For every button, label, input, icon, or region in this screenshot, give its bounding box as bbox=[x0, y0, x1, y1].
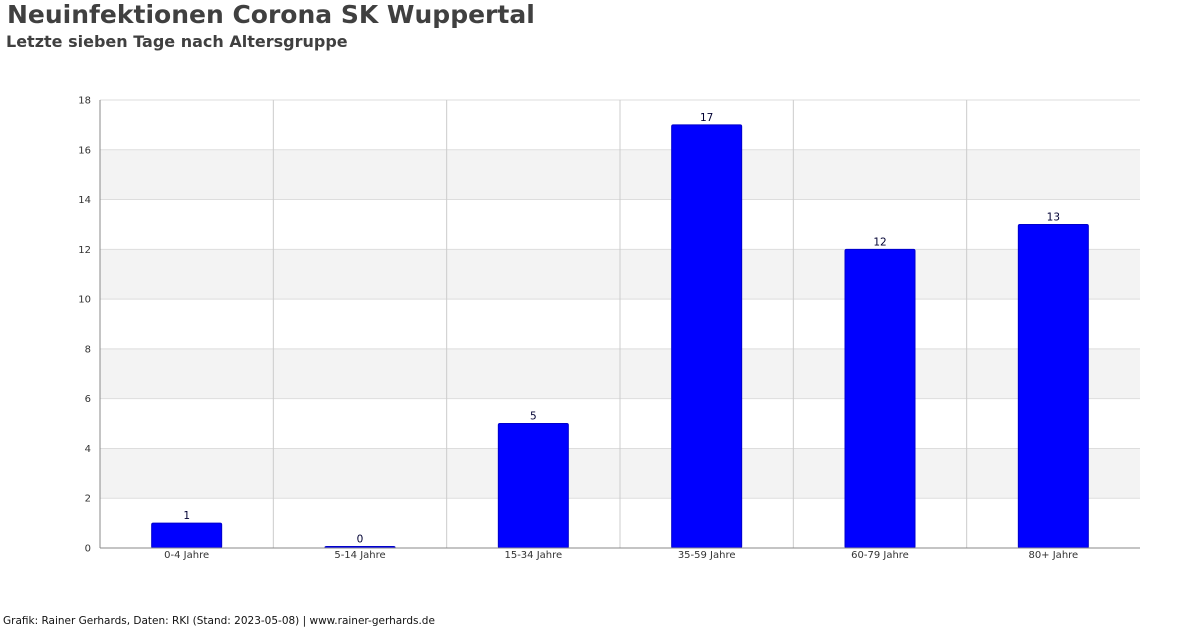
y-tick-label: 6 bbox=[85, 394, 91, 405]
x-tick-label: 5-14 Jahre bbox=[334, 550, 385, 561]
y-tick-label: 16 bbox=[78, 145, 91, 156]
source-footer: Grafik: Rainer Gerhards, Daten: RKI (Sta… bbox=[3, 615, 435, 627]
data-label: 17 bbox=[700, 112, 713, 124]
bar-60-79-jahre bbox=[844, 248, 916, 549]
x-tick-label: 35-59 Jahre bbox=[678, 550, 736, 561]
y-tick-label: 12 bbox=[78, 245, 91, 256]
axes bbox=[99, 100, 1140, 549]
bar-15-34-jahre bbox=[497, 423, 569, 549]
x-axis-labels: 0-4 Jahre 5-14 Jahre 15-34 Jahre 35-59 Jahr… bbox=[164, 550, 1078, 561]
data-label: 0 bbox=[357, 534, 364, 546]
chart-subtitle: Letzte sieben Tage nach Altersgruppe bbox=[6, 32, 348, 51]
x-tick-label: 0-4 Jahre bbox=[164, 550, 209, 561]
vertical-gridlines bbox=[272, 100, 968, 548]
chart-title: Neuinfektionen Corona SK Wuppertal bbox=[7, 0, 535, 29]
data-label: 12 bbox=[873, 236, 886, 248]
y-tick-label: 4 bbox=[85, 444, 91, 455]
y-tick-label: 10 bbox=[78, 295, 91, 306]
x-tick-label: 60-79 Jahre bbox=[851, 550, 909, 561]
x-tick-label: 15-34 Jahre bbox=[504, 550, 562, 561]
y-axis-ticks: 0 2 4 6 8 10 12 14 16 18 bbox=[78, 96, 91, 555]
data-labels: 1 0 5 17 12 13 bbox=[183, 112, 1060, 546]
bar-80-jahre bbox=[1017, 223, 1089, 549]
x-tick-label: 80+ Jahre bbox=[1028, 550, 1078, 561]
data-label: 1 bbox=[183, 510, 190, 522]
bar-0-4-jahre bbox=[151, 522, 223, 549]
y-tick-label: 8 bbox=[85, 344, 91, 355]
data-label: 13 bbox=[1047, 211, 1060, 223]
y-tick-label: 14 bbox=[78, 195, 91, 206]
y-tick-label: 0 bbox=[85, 544, 91, 555]
y-tick-label: 2 bbox=[85, 494, 91, 505]
data-label: 5 bbox=[530, 411, 537, 423]
bar-35-59-jahre bbox=[671, 124, 743, 549]
bars bbox=[151, 124, 1089, 549]
y-tick-label: 18 bbox=[78, 96, 91, 107]
